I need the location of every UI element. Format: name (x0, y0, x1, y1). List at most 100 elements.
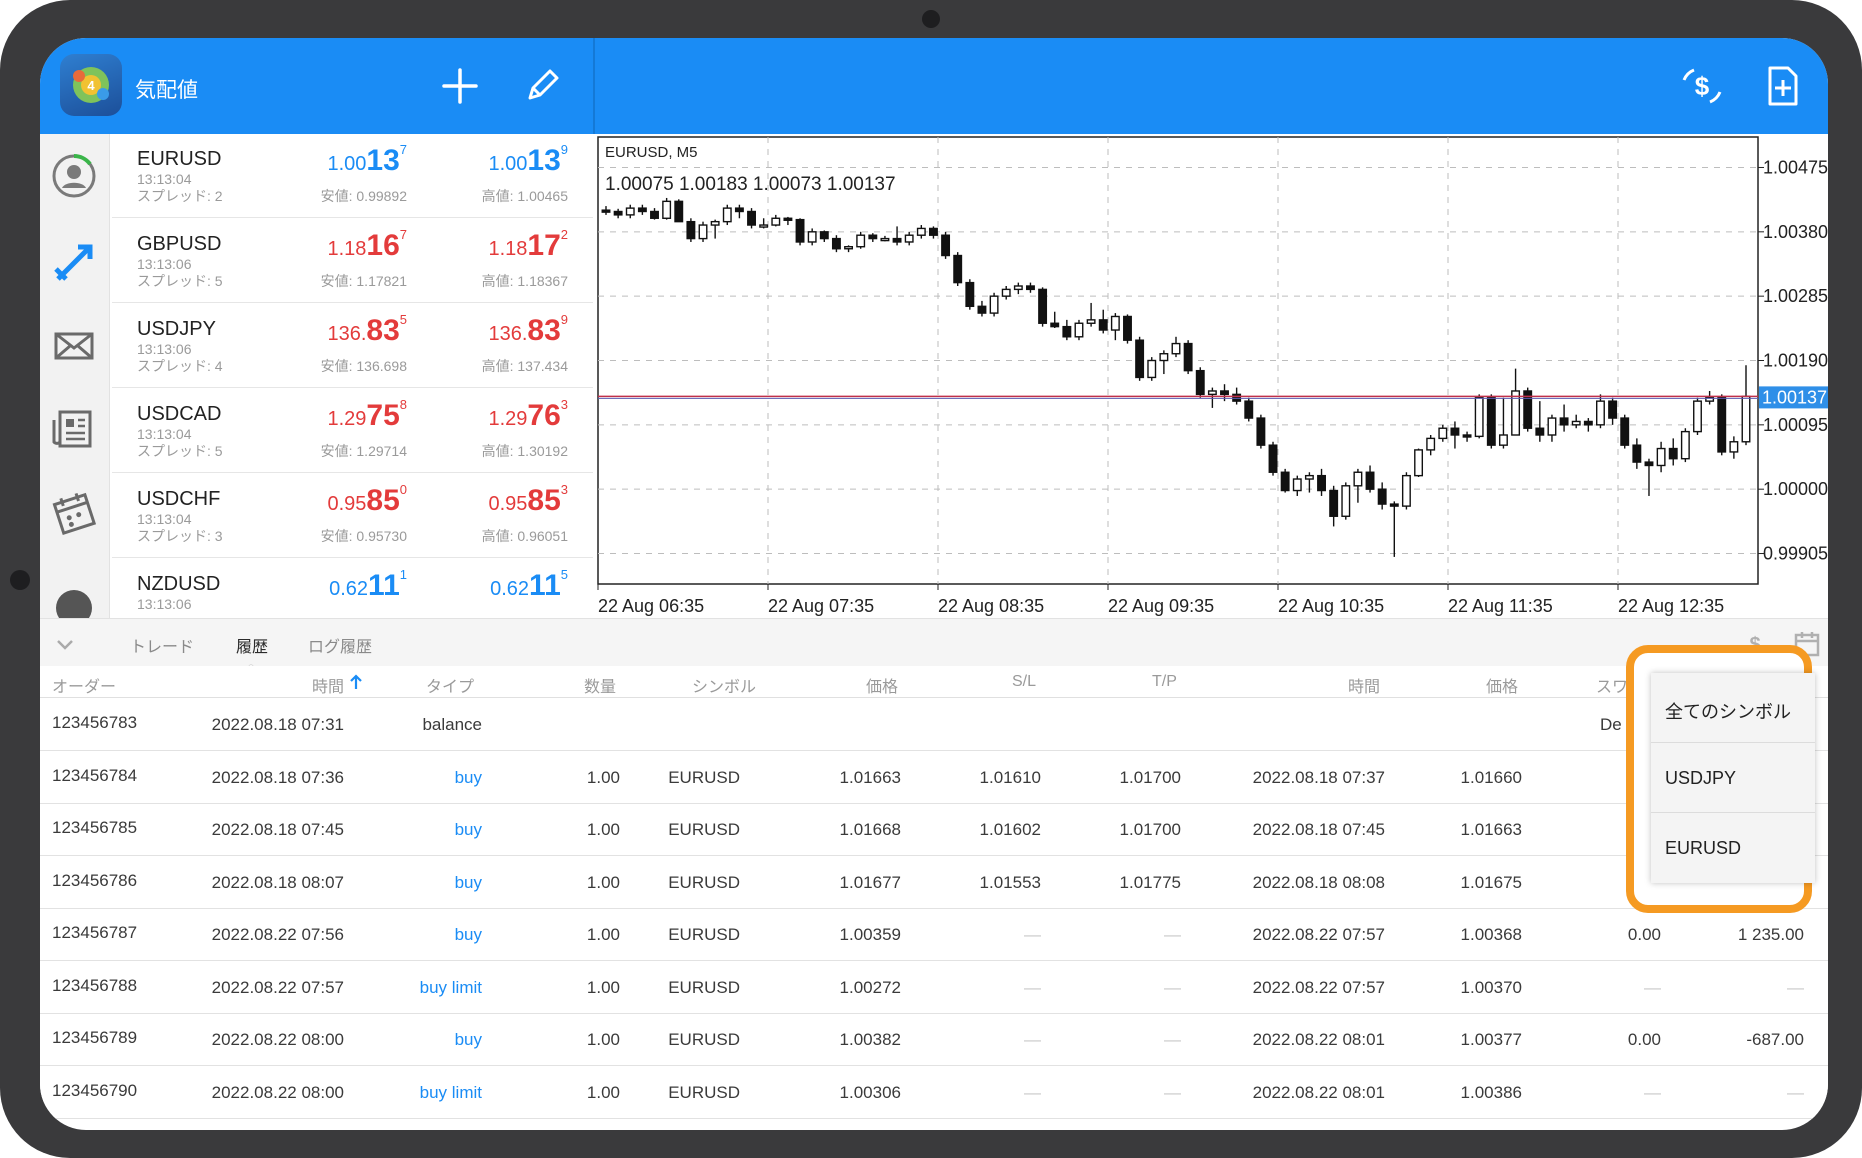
y-tick-label: 1.00000 (1763, 479, 1828, 499)
candle-body (1026, 285, 1035, 291)
col-sl[interactable]: S/L (1012, 673, 1037, 690)
candle-body (1486, 397, 1496, 446)
candle-body (965, 281, 975, 308)
quote-row-usdchf[interactable]: USDCHF 13:13:04 スプレッド: 3 0.95850 0.95853 安値: … (112, 474, 593, 558)
dropdown-item-all-symbols[interactable]: 全てのシンボル (1651, 673, 1815, 743)
cell-close-price: 1.01660 (1460, 767, 1522, 787)
tab-history[interactable]: 履歴 (236, 639, 269, 656)
cell-close-price: 1.00370 (1460, 977, 1522, 997)
table-row[interactable]: 123456789 2022.08.22 08:00 buy 1.00 EURUSD 1.… (40, 1014, 1828, 1066)
mail-icon[interactable] (50, 322, 98, 370)
cell-price: 1.00272 (839, 977, 901, 997)
col-swap[interactable]: スワ (1596, 679, 1629, 696)
table-row[interactable]: 123456784 2022.08.18 07:36 buy 1.00 EURUSD 1.… (40, 751, 1828, 804)
cell-type: buy limit (419, 977, 482, 997)
candle-body (625, 207, 635, 216)
col-order[interactable]: オーダー (52, 679, 117, 696)
quote-symbol: USDCAD (137, 403, 222, 425)
new-order-icon[interactable] (1760, 64, 1804, 108)
quote-row-eurusd[interactable]: EURUSD 13:13:04 スプレッド: 2 1.00137 1.00139 安値: … (112, 134, 593, 218)
ask-price: 1.00139 (488, 142, 568, 177)
cell-time: 2022.08.22 08:00 (211, 1030, 344, 1049)
candle-body (1693, 400, 1702, 433)
more-icon[interactable] (50, 584, 98, 632)
cell-price: 1.01677 (839, 872, 901, 892)
candle-body (1086, 319, 1096, 324)
dropdown-item-eurusd[interactable]: EURUSD (1665, 838, 1742, 858)
candle-body (1680, 430, 1690, 460)
col-close-time[interactable]: 時間 (1348, 679, 1381, 696)
candle-body (1620, 417, 1630, 446)
table-row[interactable]: 123456787 2022.08.22 07:56 buy 1.00 EURUSD 1.… (40, 909, 1828, 961)
chevron-down-icon[interactable] (54, 633, 76, 660)
col-volume[interactable]: 数量 (584, 679, 617, 696)
candle-body (1523, 390, 1533, 429)
quote-time: 13:13:04 (137, 426, 192, 442)
candle-body (1001, 288, 1011, 297)
metatrader-logo[interactable]: 4 (60, 54, 122, 116)
news-icon[interactable] (50, 404, 98, 452)
quote-row-usdjpy[interactable]: USDJPY 13:13:06 スプレッド: 4 136.835 136.839 安値: … (112, 304, 593, 388)
y-tick-label: 0.99905 (1763, 544, 1828, 564)
candle-body (1292, 478, 1302, 492)
quote-row-nzdusd[interactable]: NZDUSD 13:13:06 0.62111 0.62115 (112, 559, 593, 618)
col-type[interactable]: タイプ (426, 679, 475, 696)
col-symbol[interactable]: シンボル (692, 679, 757, 696)
col-price[interactable]: 価格 (866, 679, 899, 696)
cell-price: 1.00359 (839, 925, 901, 944)
sort-arrow-up-icon (350, 674, 362, 695)
col-tp[interactable]: T/P (1152, 673, 1177, 690)
account-icon[interactable] (50, 152, 98, 200)
tab-trade[interactable]: トレード (130, 639, 195, 656)
quote-row-gbpusd[interactable]: GBPUSD 13:13:06 スプレッド: 5 1.18167 1.18172 安値: … (112, 219, 593, 303)
candle-body (1596, 400, 1605, 426)
quote-time: 13:13:06 (137, 341, 192, 357)
x-tick-label: 22 Aug 11:35 (1448, 596, 1553, 616)
candle-body (1632, 444, 1642, 463)
candle-body (989, 295, 999, 314)
candle-body (1571, 420, 1581, 426)
quotes-arrows-icon[interactable] (50, 239, 98, 287)
bid-price: 1.18167 (327, 227, 407, 262)
cell-close-time: 2022.08.18 07:45 (1252, 820, 1385, 839)
candle-body (1195, 369, 1205, 396)
quote-row-usdcad[interactable]: USDCAD 13:13:04 スプレッド: 5 1.29758 1.29763 安値: … (112, 389, 593, 473)
table-row[interactable]: 123456786 2022.08.18 08:07 buy 1.00 EURUSD 1.… (40, 856, 1828, 909)
col-close-price[interactable]: 価格 (1486, 679, 1519, 696)
tab-log-history[interactable]: ログ履歴 (308, 639, 373, 656)
candle-body (1171, 342, 1181, 355)
table-row[interactable]: 123456790 2022.08.22 08:00 buy limit 1.00 EU… (40, 1066, 1828, 1119)
add-symbol-icon[interactable] (438, 64, 482, 108)
col-time[interactable]: 時間 (312, 679, 345, 696)
table-row[interactable]: 123456788 2022.08.22 07:57 buy limit 1.00 EU… (40, 961, 1828, 1014)
cell-close-price: 1.01675 (1460, 872, 1522, 892)
candle-body (1232, 393, 1242, 402)
calendar-icon[interactable] (50, 489, 98, 537)
cell-order: 123456783 (52, 713, 138, 732)
svg-text:4: 4 (87, 78, 95, 93)
table-row[interactable]: 123456783 2022.08.18 07:31 balance De (40, 699, 1828, 751)
quote-symbol: NZDUSD (137, 573, 221, 595)
dropdown-item-usdjpy[interactable]: USDJPY (1651, 743, 1815, 813)
symbol-change-icon[interactable]: $ (1680, 64, 1724, 108)
cell-tp: 1.01700 (1119, 767, 1181, 787)
bid-price: 1.29758 (327, 397, 407, 432)
candle-body (734, 207, 744, 213)
cell-volume: 1.00 (586, 1082, 620, 1102)
candle-body (1377, 488, 1387, 505)
quote-symbol: EURUSD (137, 148, 222, 170)
table-row[interactable]: 123456785 2022.08.18 07:45 buy 1.00 EURUSD 1.… (40, 804, 1828, 856)
edit-pencil-icon[interactable] (520, 64, 564, 108)
cell-close-time: 2022.08.22 07:57 (1252, 925, 1385, 944)
cell-sl: — (1024, 977, 1041, 997)
cell-time: 2022.08.18 07:45 (211, 820, 344, 839)
candle-body (795, 218, 805, 243)
candle-body (1644, 461, 1654, 467)
candle-body (868, 234, 878, 240)
x-tick-label: 22 Aug 08:35 (938, 596, 1044, 616)
cell-tp: — (1164, 925, 1181, 944)
cell-order: 123456785 (52, 818, 138, 837)
candle-body (1038, 288, 1048, 324)
price-chart[interactable]: 1.00475 1.00380 1.00285 1.00190 1.00095 1.000… (595, 134, 1828, 618)
candle-body (722, 207, 732, 223)
